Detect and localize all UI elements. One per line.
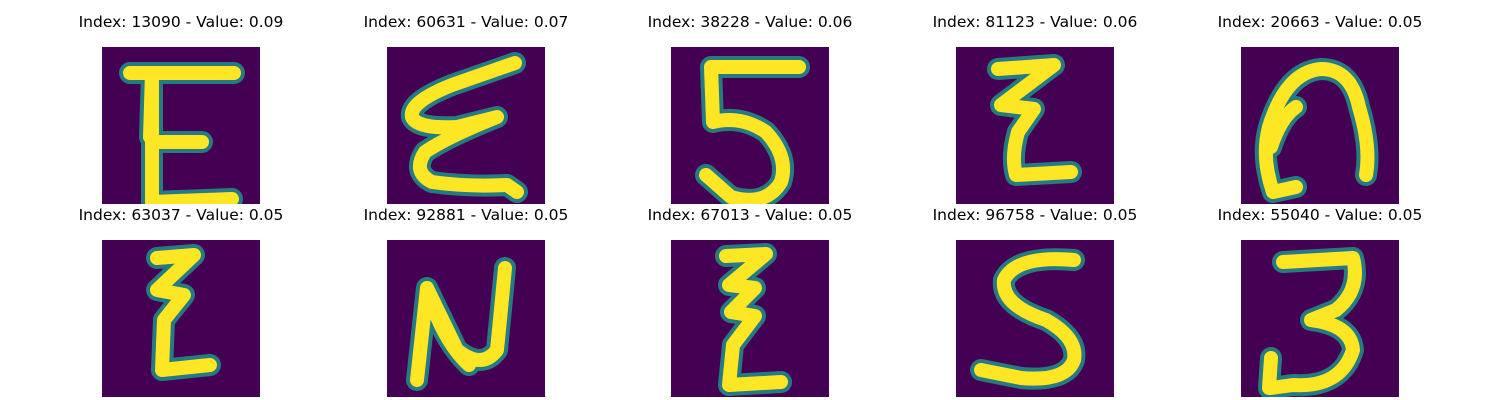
grid-cell: Index: 63037 - Value: 0.05 (79, 205, 283, 397)
digit-glyph-zigzag-z-thin (102, 240, 260, 397)
grid-cell: Index: 38228 - Value: 0.06 (648, 12, 852, 204)
digit-image (671, 240, 829, 397)
digit-image (102, 47, 260, 204)
digit-glyph-n-arch (1241, 47, 1399, 204)
digit-image (671, 47, 829, 204)
digit-glyph-S (956, 240, 1114, 397)
digit-glyph-epsilon-slanted (387, 47, 545, 204)
cell-title: Index: 38228 - Value: 0.06 (647, 13, 853, 31)
grid-cell: Index: 13090 - Value: 0.09 (79, 12, 283, 204)
cell-title: Index: 63037 - Value: 0.05 (78, 206, 284, 224)
cell-title: Index: 67013 - Value: 0.05 (647, 206, 853, 224)
cell-title: Index: 60631 - Value: 0.07 (363, 13, 569, 31)
grid-cell: Index: 96758 - Value: 0.05 (933, 205, 1137, 397)
digit-image (956, 240, 1114, 397)
digit-image (102, 240, 260, 397)
cell-title: Index: 13090 - Value: 0.09 (78, 13, 284, 31)
digit-glyph-zigzag-z-tall (671, 240, 829, 397)
digit-glyph-5 (671, 47, 829, 204)
cell-title: Index: 96758 - Value: 0.05 (932, 206, 1138, 224)
digit-image (1241, 240, 1399, 397)
cell-title: Index: 92881 - Value: 0.05 (363, 206, 569, 224)
digit-image (956, 47, 1114, 204)
cell-title: Index: 81123 - Value: 0.06 (932, 13, 1138, 31)
digit-image (1241, 47, 1399, 204)
cell-title: Index: 20663 - Value: 0.05 (1217, 13, 1423, 31)
digit-glyph-n-bold (387, 240, 545, 397)
grid-cell: Index: 20663 - Value: 0.05 (1218, 12, 1422, 204)
grid-cell: Index: 81123 - Value: 0.06 (933, 12, 1137, 204)
digit-glyph-zigzag-z (956, 47, 1114, 204)
grid-cell: Index: 67013 - Value: 0.05 (648, 205, 852, 397)
digit-glyph-E (102, 47, 260, 204)
cell-title: Index: 55040 - Value: 0.05 (1217, 206, 1423, 224)
grid-cell: Index: 92881 - Value: 0.05 (364, 205, 568, 397)
grid-cell: Index: 55040 - Value: 0.05 (1218, 205, 1422, 397)
digit-image (387, 240, 545, 397)
grid-cell: Index: 60631 - Value: 0.07 (364, 12, 568, 204)
digit-image (387, 47, 545, 204)
digit-glyph-3 (1241, 240, 1399, 397)
